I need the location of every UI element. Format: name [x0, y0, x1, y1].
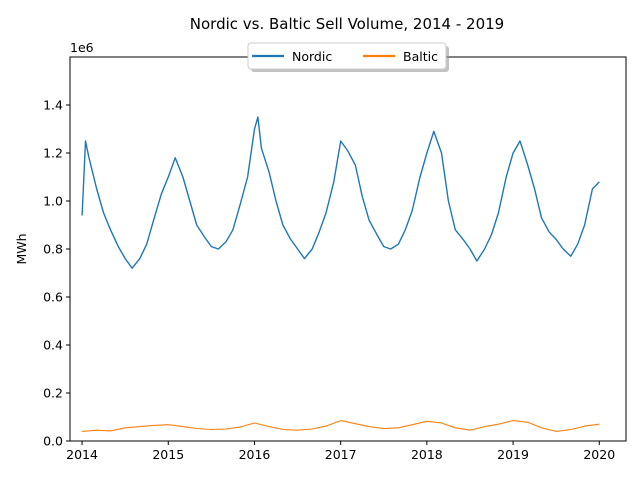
y-tick-label: 1.4	[43, 98, 63, 113]
x-tick-label: 2020	[583, 447, 615, 462]
legend-box	[247, 42, 447, 70]
y-tick-label: 0.6	[43, 290, 63, 305]
y-tick-label: 0.8	[43, 242, 63, 257]
plot-area	[81, 116, 600, 432]
chart-title: Nordic vs. Baltic Sell Volume, 2014 - 20…	[190, 15, 504, 33]
y-tick-label: 0.0	[43, 434, 63, 449]
x-tick-label: 2014	[66, 447, 98, 462]
y-axis-ticks: 0.0 0.2 0.4 0.6 0.8 1.0 1.2 1.4	[43, 98, 70, 449]
legend-label-baltic: Baltic	[403, 49, 438, 64]
series-line-baltic	[82, 420, 600, 432]
x-tick-label: 2016	[239, 447, 271, 462]
series-line-nordic	[81, 116, 600, 269]
y-tick-label: 0.2	[43, 386, 63, 401]
y-tick-label: 1.0	[43, 194, 63, 209]
x-tick-label: 2017	[325, 447, 357, 462]
x-tick-label: 2019	[497, 447, 529, 462]
y-tick-label: 1.2	[43, 146, 63, 161]
legend-label-nordic: Nordic	[292, 49, 332, 64]
y-offset-label: 1e6	[70, 40, 94, 55]
x-axis-ticks: 2014 2015 2016 2017 2018 2019 2020	[66, 441, 615, 462]
y-axis-label: MWh	[14, 233, 29, 264]
legend: Nordic Baltic	[247, 42, 449, 72]
x-tick-label: 2018	[411, 447, 443, 462]
y-tick-label: 0.4	[43, 338, 63, 353]
x-tick-label: 2015	[152, 447, 184, 462]
